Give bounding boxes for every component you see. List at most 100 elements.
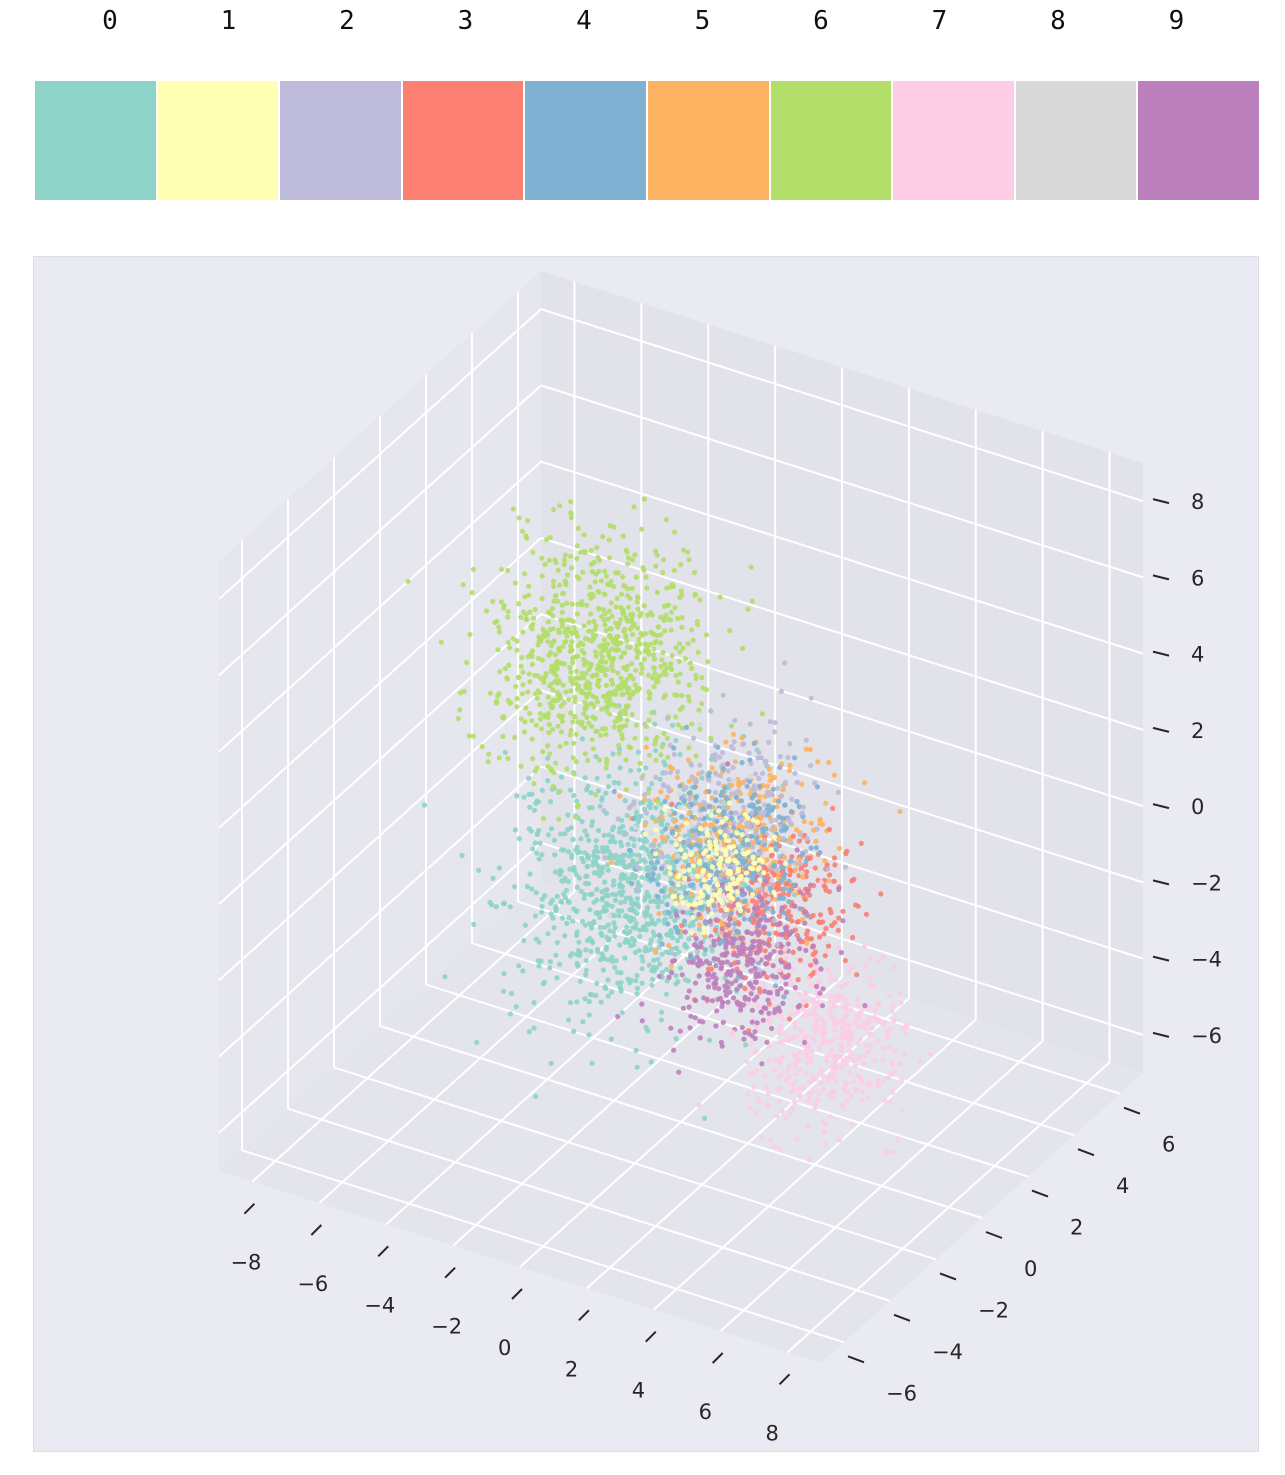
point-class-6 [603,659,609,665]
point-class-0 [476,867,482,873]
point-class-6 [695,649,701,655]
point-class-6 [527,679,533,685]
point-class-6 [610,702,616,708]
point-class-6 [625,644,631,650]
point-class-0 [582,828,588,834]
point-class-8 [747,774,753,780]
point-class-2 [760,770,766,777]
point-class-2 [708,708,714,714]
point-class-6 [592,579,598,585]
point-class-0 [442,974,448,980]
point-class-0 [586,1012,592,1018]
point-class-6 [629,711,635,718]
point-class-5 [796,856,803,862]
point-class-9 [779,959,785,965]
point-class-5 [736,783,742,789]
point-class-9 [696,973,702,979]
y-tick-mark [985,1231,1003,1239]
point-class-4 [770,804,776,811]
point-class-0 [743,1042,749,1048]
point-class-7 [748,1041,754,1047]
point-class-7 [764,1084,770,1091]
point-class-6 [643,736,650,742]
point-class-1 [705,832,711,838]
point-class-2 [693,800,699,806]
point-class-7 [890,964,896,970]
point-class-4 [655,881,661,887]
point-class-7 [846,1048,853,1054]
point-class-8 [677,905,683,911]
point-class-4 [689,814,695,820]
point-class-3 [669,801,675,807]
point-class-6 [581,623,587,629]
point-class-6 [455,716,461,722]
point-class-0 [501,971,507,977]
point-class-0 [699,775,705,781]
point-class-2 [699,769,705,776]
point-class-3 [850,934,856,941]
point-class-9 [713,963,719,969]
point-class-6 [518,663,524,669]
z-tick-mark [1152,1031,1170,1038]
point-class-6 [618,616,624,622]
point-class-2 [692,835,698,841]
point-class-6 [518,763,524,769]
point-class-6 [460,582,466,588]
point-class-6 [634,649,641,655]
point-class-6 [605,616,612,622]
point-class-6 [601,617,607,623]
point-class-5 [671,818,678,824]
point-class-7 [865,1095,871,1101]
point-class-0 [618,876,624,882]
point-class-0 [628,768,634,774]
point-class-7 [866,1004,873,1010]
point-class-1 [751,817,757,823]
legend-swatch-2 [280,81,401,200]
point-class-5 [767,777,773,784]
point-class-6 [642,648,648,654]
point-class-9 [711,971,717,977]
point-class-6 [501,605,507,611]
point-class-1 [750,854,756,860]
point-class-6 [500,733,506,739]
point-class-7 [827,1092,833,1098]
point-class-6 [560,591,566,597]
point-class-2 [753,771,759,777]
point-class-9 [729,968,736,974]
y-tick-label: 6 [1162,1133,1175,1157]
point-class-2 [799,810,805,816]
point-class-6 [586,619,592,625]
point-class-0 [682,833,688,839]
point-class-9 [756,942,762,949]
point-class-0 [590,862,596,868]
point-class-0 [709,948,715,954]
point-class-6 [554,666,560,672]
point-class-1 [696,895,702,901]
point-class-0 [665,853,671,860]
point-class-2 [717,773,724,779]
point-class-6 [525,654,531,660]
point-class-6 [680,547,687,553]
point-class-4 [720,811,726,817]
point-class-4 [741,858,747,864]
legend-label-2: 2 [339,6,355,36]
point-class-5 [671,854,677,860]
point-class-6 [537,690,543,696]
point-class-2 [788,840,794,846]
point-class-7 [777,967,783,973]
point-class-2 [787,741,793,747]
point-class-0 [647,941,653,947]
point-class-6 [565,626,572,632]
z-tick-label: −4 [1191,948,1222,972]
point-class-6 [546,730,552,736]
point-class-0 [594,980,600,987]
point-class-6 [689,627,695,633]
point-class-5 [831,772,838,778]
point-class-6 [553,673,560,679]
point-class-6 [618,604,624,611]
point-class-0 [547,965,553,971]
point-class-4 [715,744,721,750]
point-class-6 [533,691,539,697]
point-class-6 [616,742,622,749]
point-class-4 [792,755,798,761]
